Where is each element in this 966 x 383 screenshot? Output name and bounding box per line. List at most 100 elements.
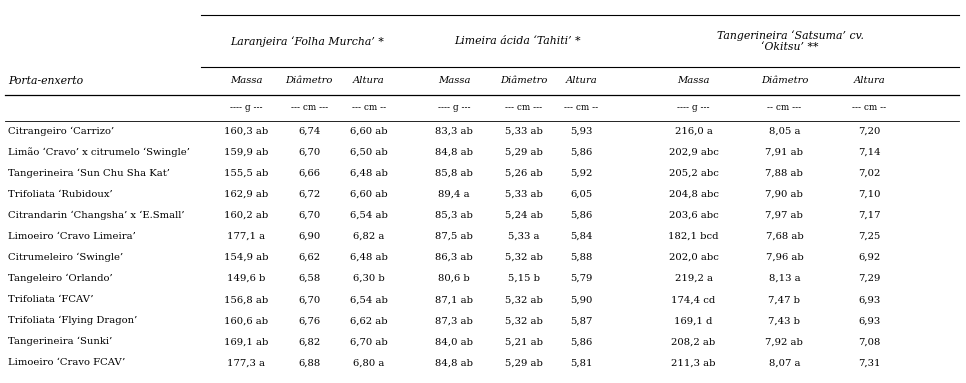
Text: Altura: Altura	[566, 76, 597, 85]
Text: 5,32 ab: 5,32 ab	[504, 253, 543, 262]
Text: 7,47 b: 7,47 b	[768, 295, 801, 304]
Text: Massa: Massa	[230, 76, 263, 85]
Text: 174,4 cd: 174,4 cd	[671, 295, 716, 304]
Text: 6,50 ab: 6,50 ab	[350, 148, 388, 157]
Text: 6,66: 6,66	[298, 169, 320, 178]
Text: 6,74: 6,74	[298, 127, 321, 136]
Text: 6,54 ab: 6,54 ab	[350, 211, 388, 220]
Text: 7,92 ab: 7,92 ab	[765, 337, 804, 346]
Text: 211,3 ab: 211,3 ab	[671, 358, 716, 367]
Text: Porta-enxerto: Porta-enxerto	[8, 76, 83, 86]
Text: 6,82 a: 6,82 a	[354, 232, 384, 241]
Text: 5,86: 5,86	[570, 211, 593, 220]
Text: Limeira ácida ‘Tahiti’ *: Limeira ácida ‘Tahiti’ *	[454, 36, 582, 46]
Text: --- cm ---: --- cm ---	[505, 103, 542, 112]
Text: 5,79: 5,79	[570, 274, 593, 283]
Text: Limoeiro ‘Cravo Limeira’: Limoeiro ‘Cravo Limeira’	[8, 232, 135, 241]
Text: 87,3 ab: 87,3 ab	[435, 316, 473, 325]
Text: 6,82: 6,82	[298, 337, 321, 346]
Text: 5,29 ab: 5,29 ab	[504, 148, 543, 157]
Text: 84,8 ab: 84,8 ab	[435, 148, 473, 157]
Text: 216,0 a: 216,0 a	[674, 127, 713, 136]
Text: 6,48 ab: 6,48 ab	[350, 253, 388, 262]
Text: Diâmetro: Diâmetro	[760, 76, 809, 85]
Text: 159,9 ab: 159,9 ab	[224, 148, 269, 157]
Text: 7,68 ab: 7,68 ab	[765, 232, 804, 241]
Text: 5,15 b: 5,15 b	[507, 274, 540, 283]
Text: Tangerineira ‘Sun Chu Sha Kat’: Tangerineira ‘Sun Chu Sha Kat’	[8, 169, 170, 178]
Text: Tangerineira ‘Sunki’: Tangerineira ‘Sunki’	[8, 337, 112, 347]
Text: 5,33 ab: 5,33 ab	[504, 190, 543, 199]
Text: 6,93: 6,93	[858, 316, 881, 325]
Text: 84,0 ab: 84,0 ab	[435, 337, 473, 346]
Text: Altura: Altura	[854, 76, 885, 85]
Text: Trifoliata ‘FCAV’: Trifoliata ‘FCAV’	[8, 295, 94, 304]
Text: 6,48 ab: 6,48 ab	[350, 169, 388, 178]
Text: ---- g ---: ---- g ---	[677, 103, 710, 112]
Text: 87,1 ab: 87,1 ab	[435, 295, 473, 304]
Text: 6,70: 6,70	[298, 295, 321, 304]
Text: 5,93: 5,93	[570, 127, 593, 136]
Text: 5,24 ab: 5,24 ab	[504, 211, 543, 220]
Text: 6,92: 6,92	[858, 253, 881, 262]
Text: Altura: Altura	[354, 76, 384, 85]
Text: 83,3 ab: 83,3 ab	[435, 127, 473, 136]
Text: 155,5 ab: 155,5 ab	[224, 169, 269, 178]
Text: 86,3 ab: 86,3 ab	[435, 253, 473, 262]
Text: 7,14: 7,14	[858, 148, 881, 157]
Text: 7,97 ab: 7,97 ab	[765, 211, 804, 220]
Text: 7,02: 7,02	[858, 169, 881, 178]
Text: 7,91 ab: 7,91 ab	[765, 148, 804, 157]
Text: 7,25: 7,25	[858, 232, 881, 241]
Text: 6,30 b: 6,30 b	[354, 274, 384, 283]
Text: 89,4 a: 89,4 a	[439, 190, 469, 199]
Text: Citrandarin ‘Changsha’ x ‘E.Small’: Citrandarin ‘Changsha’ x ‘E.Small’	[8, 211, 185, 220]
Text: Limão ‘Cravo’ x citrumelo ‘Swingle’: Limão ‘Cravo’ x citrumelo ‘Swingle’	[8, 147, 189, 157]
Text: 7,31: 7,31	[858, 358, 881, 367]
Text: 87,5 ab: 87,5 ab	[435, 232, 473, 241]
Text: 7,43 b: 7,43 b	[768, 316, 801, 325]
Text: Massa: Massa	[438, 76, 470, 85]
Text: 149,6 b: 149,6 b	[227, 274, 266, 283]
Text: 6,70: 6,70	[298, 148, 321, 157]
Text: 169,1 d: 169,1 d	[674, 316, 713, 325]
Text: Citrumeleiro ‘Swingle’: Citrumeleiro ‘Swingle’	[8, 253, 123, 262]
Text: 7,96 ab: 7,96 ab	[765, 253, 804, 262]
Text: Limoeiro ‘Cravo FCAV’: Limoeiro ‘Cravo FCAV’	[8, 358, 125, 367]
Text: Diâmetro: Diâmetro	[499, 76, 548, 85]
Text: 7,90 ab: 7,90 ab	[765, 190, 804, 199]
Text: 6,70: 6,70	[298, 211, 321, 220]
Text: Trifoliata ‘Flying Dragon’: Trifoliata ‘Flying Dragon’	[8, 316, 137, 326]
Text: 202,0 abc: 202,0 abc	[668, 253, 719, 262]
Text: --- cm ---: --- cm ---	[291, 103, 327, 112]
Text: 6,54 ab: 6,54 ab	[350, 295, 388, 304]
Text: -- cm ---: -- cm ---	[767, 103, 802, 112]
Text: 80,6 b: 80,6 b	[439, 274, 469, 283]
Text: 5,92: 5,92	[570, 169, 593, 178]
Text: 84,8 ab: 84,8 ab	[435, 358, 473, 367]
Text: 182,1 bcd: 182,1 bcd	[668, 232, 719, 241]
Text: 6,62: 6,62	[298, 253, 320, 262]
Text: 5,32 ab: 5,32 ab	[504, 295, 543, 304]
Text: 203,6 abc: 203,6 abc	[668, 211, 719, 220]
Text: 6,88: 6,88	[298, 358, 321, 367]
Text: 5,90: 5,90	[570, 295, 593, 304]
Text: 7,20: 7,20	[858, 127, 881, 136]
Text: 5,86: 5,86	[570, 337, 593, 346]
Text: Laranjeira ‘Folha Murcha’ *: Laranjeira ‘Folha Murcha’ *	[230, 36, 384, 47]
Text: 160,6 ab: 160,6 ab	[224, 316, 269, 325]
Text: 205,2 abc: 205,2 abc	[668, 169, 719, 178]
Text: 5,26 ab: 5,26 ab	[504, 169, 543, 178]
Text: Tangeleiro ‘Orlando’: Tangeleiro ‘Orlando’	[8, 274, 112, 283]
Text: 5,29 ab: 5,29 ab	[504, 358, 543, 367]
Text: 160,2 ab: 160,2 ab	[224, 211, 269, 220]
Text: 8,13 a: 8,13 a	[769, 274, 800, 283]
Text: 160,3 ab: 160,3 ab	[224, 127, 269, 136]
Text: --- cm --: --- cm --	[564, 103, 599, 112]
Text: 219,2 a: 219,2 a	[674, 274, 713, 283]
Text: 7,88 ab: 7,88 ab	[765, 169, 804, 178]
Text: 6,76: 6,76	[298, 316, 320, 325]
Text: 5,84: 5,84	[570, 232, 593, 241]
Text: 5,21 ab: 5,21 ab	[504, 337, 543, 346]
Text: 5,86: 5,86	[570, 148, 593, 157]
